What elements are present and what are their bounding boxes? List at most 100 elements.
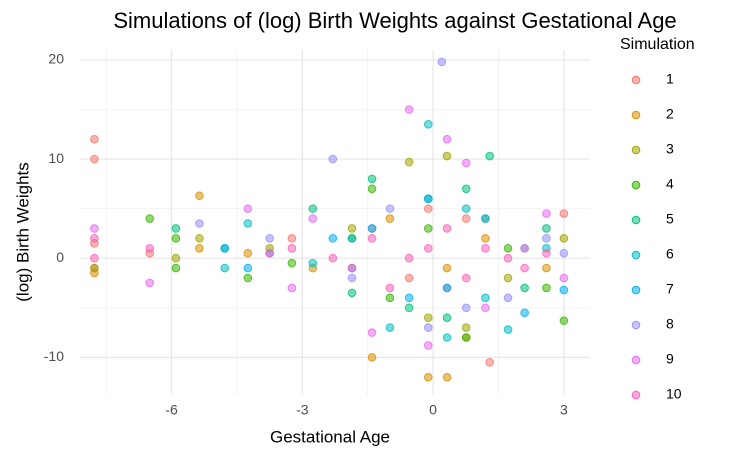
point xyxy=(481,293,490,303)
point xyxy=(423,204,433,213)
point xyxy=(423,224,433,233)
point xyxy=(367,184,377,194)
point xyxy=(171,224,181,233)
point xyxy=(559,285,569,295)
point xyxy=(347,273,357,283)
legend-label: 8 xyxy=(666,316,674,332)
legend-swatch xyxy=(631,145,641,155)
point xyxy=(287,234,297,243)
point xyxy=(265,234,274,243)
point xyxy=(542,209,551,218)
point xyxy=(461,204,471,213)
point xyxy=(220,243,230,253)
point xyxy=(423,341,433,350)
point xyxy=(90,253,99,263)
point xyxy=(287,243,297,253)
point xyxy=(328,253,338,263)
point xyxy=(347,234,357,243)
point xyxy=(461,214,471,223)
point xyxy=(559,248,569,258)
point xyxy=(171,253,181,263)
point xyxy=(385,283,395,293)
point xyxy=(461,303,471,313)
point xyxy=(367,224,377,233)
legend-swatch xyxy=(631,250,641,260)
legend-swatch xyxy=(631,320,641,330)
point xyxy=(461,184,471,194)
legend-label: 3 xyxy=(666,141,674,157)
point xyxy=(442,283,452,293)
point xyxy=(347,288,357,298)
point xyxy=(328,234,338,243)
point xyxy=(171,263,181,273)
point xyxy=(90,134,99,144)
point xyxy=(385,204,395,213)
point xyxy=(145,278,155,288)
point xyxy=(520,263,529,273)
legend-swatch xyxy=(631,355,641,365)
point xyxy=(423,372,433,382)
point xyxy=(442,313,452,322)
point xyxy=(404,105,414,114)
legend-label: 6 xyxy=(666,246,674,262)
legend-swatch xyxy=(631,215,641,225)
x-tick-label: -6 xyxy=(165,402,178,418)
point xyxy=(347,263,357,273)
point xyxy=(481,214,490,223)
chart-title: Simulations of (log) Birth Weights again… xyxy=(113,8,676,33)
point xyxy=(542,234,551,243)
point xyxy=(520,283,529,293)
point xyxy=(308,214,318,223)
point xyxy=(559,316,569,325)
point xyxy=(542,248,551,258)
legend-swatch xyxy=(631,285,641,295)
point xyxy=(404,293,414,303)
point xyxy=(442,151,452,161)
x-axis-label: Gestational Age xyxy=(270,427,390,446)
y-tick-label: 20 xyxy=(48,51,64,67)
point xyxy=(367,328,377,337)
point xyxy=(265,248,274,258)
point xyxy=(442,263,452,273)
legend-swatch xyxy=(631,75,641,85)
point xyxy=(367,353,377,362)
point xyxy=(243,248,253,258)
x-tick-label: -3 xyxy=(296,402,309,418)
point xyxy=(520,308,529,318)
point xyxy=(90,234,99,243)
point xyxy=(461,333,471,342)
point xyxy=(423,243,433,253)
point xyxy=(481,234,490,243)
point xyxy=(385,323,395,332)
y-axis-label: (log) Birth Weights xyxy=(13,162,32,302)
point xyxy=(542,263,551,273)
point xyxy=(404,157,414,167)
point xyxy=(437,57,447,67)
point xyxy=(90,154,99,164)
point xyxy=(503,293,513,303)
y-tick-label: 10 xyxy=(48,150,64,166)
legend-label: 5 xyxy=(666,211,674,227)
point xyxy=(347,224,357,233)
point xyxy=(423,323,433,332)
point xyxy=(442,333,452,342)
point xyxy=(559,234,569,243)
point xyxy=(503,243,513,253)
legend-label: 10 xyxy=(666,386,682,402)
point xyxy=(195,219,204,228)
point xyxy=(367,234,377,243)
point xyxy=(367,174,377,184)
point xyxy=(461,158,471,168)
point xyxy=(308,204,318,213)
legend-label: 1 xyxy=(666,71,674,87)
point xyxy=(461,273,471,283)
point xyxy=(308,258,318,268)
point xyxy=(461,323,471,332)
legend-label: 2 xyxy=(666,106,674,122)
point xyxy=(145,214,155,223)
x-tick-label: 0 xyxy=(429,402,437,418)
y-tick-label: -10 xyxy=(44,348,64,364)
point xyxy=(287,258,297,268)
point xyxy=(423,194,433,204)
